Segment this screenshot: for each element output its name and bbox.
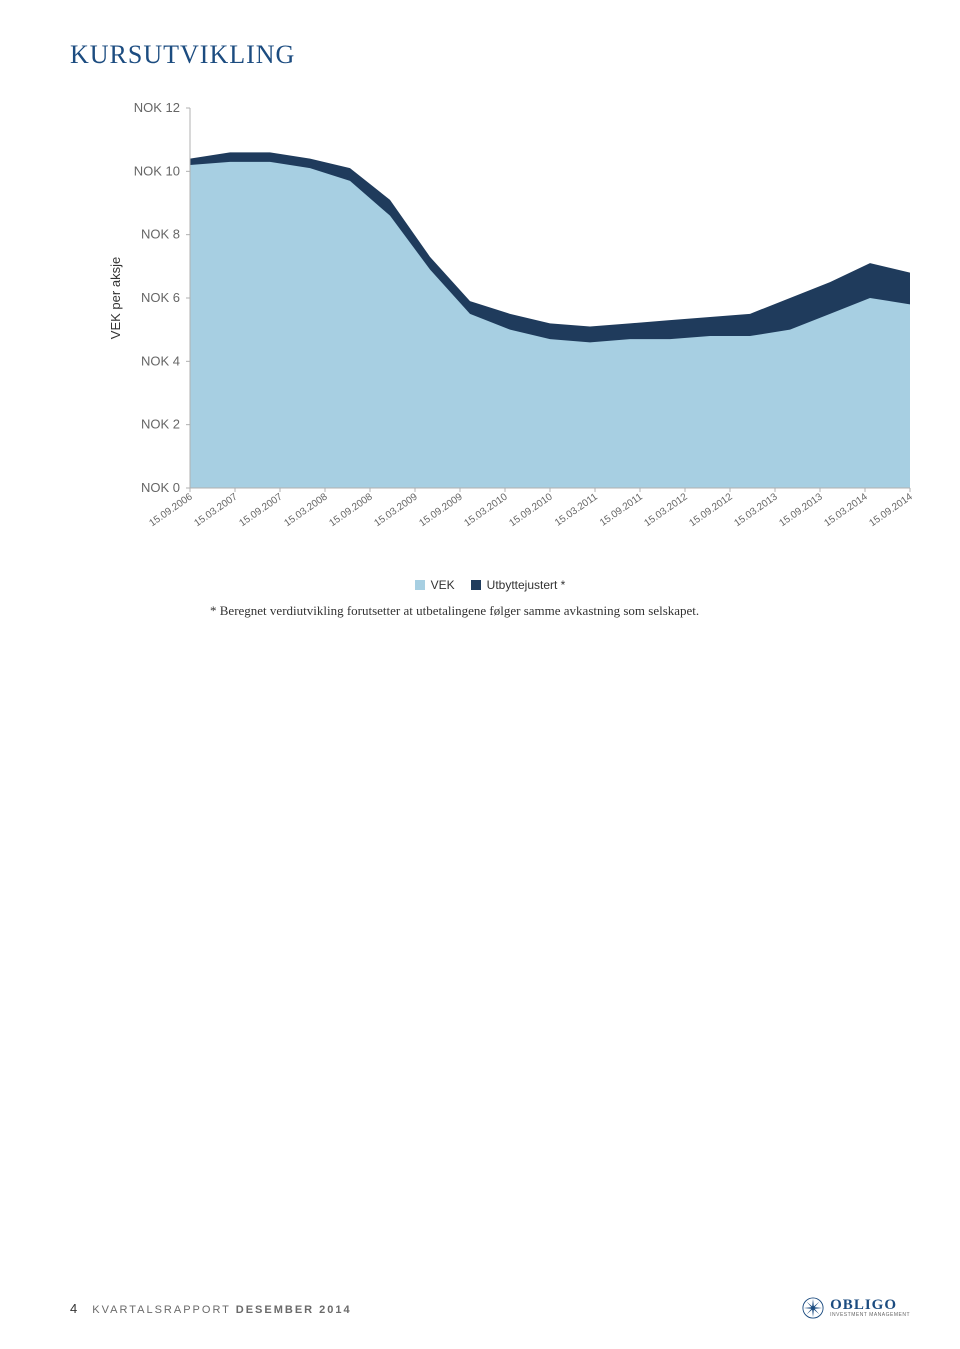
- svg-text:15.09.2006: 15.09.2006: [147, 491, 195, 529]
- logo-star-icon: [802, 1297, 824, 1319]
- logo-sub: INVESTMENT MANAGEMENT: [830, 1313, 910, 1318]
- doc-bold: DESEMBER 2014: [236, 1304, 352, 1316]
- svg-text:15.09.2012: 15.09.2012: [687, 491, 735, 529]
- svg-text:15.09.2010: 15.09.2010: [507, 491, 555, 529]
- svg-text:VEK per aksje: VEK per aksje: [108, 257, 123, 339]
- logo-name: OBLIGO: [830, 1298, 910, 1313]
- svg-text:15.09.2009: 15.09.2009: [417, 491, 465, 529]
- footer-left: 4 KVARTALSRAPPORT DESEMBER 2014: [70, 1301, 352, 1316]
- svg-text:15.09.2011: 15.09.2011: [598, 491, 645, 529]
- svg-text:NOK 4: NOK 4: [141, 353, 180, 368]
- legend-swatch: [415, 580, 425, 590]
- chart-footnote: * Beregnet verdiutvikling forutsetter at…: [210, 603, 910, 619]
- svg-text:15.03.2010: 15.03.2010: [462, 491, 510, 529]
- svg-text:15.09.2014: 15.09.2014: [867, 491, 915, 529]
- doc-label: KVARTALSRAPPORT: [92, 1304, 230, 1316]
- svg-text:NOK 6: NOK 6: [141, 290, 180, 305]
- svg-text:15.03.2009: 15.03.2009: [372, 491, 420, 529]
- legend-item: Utbyttejustert *: [471, 578, 566, 592]
- svg-text:NOK 10: NOK 10: [134, 163, 180, 178]
- svg-text:15.03.2011: 15.03.2011: [553, 491, 600, 529]
- svg-text:15.09.2008: 15.09.2008: [327, 491, 375, 529]
- legend-label: Utbyttejustert *: [487, 578, 566, 592]
- svg-text:15.03.2012: 15.03.2012: [642, 491, 690, 529]
- svg-text:15.03.2014: 15.03.2014: [822, 491, 870, 529]
- legend-label: VEK: [431, 578, 455, 592]
- svg-text:15.09.2013: 15.09.2013: [777, 491, 825, 529]
- svg-text:NOK 12: NOK 12: [134, 100, 180, 115]
- svg-text:15.09.2007: 15.09.2007: [237, 491, 285, 529]
- chart-legend: VEK Utbyttejustert *: [70, 578, 910, 593]
- page-number: 4: [70, 1301, 77, 1316]
- svg-text:NOK 2: NOK 2: [141, 417, 180, 432]
- svg-text:NOK 8: NOK 8: [141, 227, 180, 242]
- svg-text:15.03.2007: 15.03.2007: [192, 491, 240, 529]
- page-title: KURSUTVIKLING: [70, 40, 910, 70]
- svg-text:NOK 0: NOK 0: [141, 480, 180, 495]
- legend-item: VEK: [415, 578, 455, 592]
- obligo-logo: OBLIGO INVESTMENT MANAGEMENT: [802, 1297, 910, 1319]
- legend-swatch: [471, 580, 481, 590]
- svg-text:15.03.2013: 15.03.2013: [732, 491, 780, 529]
- kursutvikling-chart: NOK 0 NOK 2 NOK 4 NOK 6 NOK 8 NOK 10 NOK 12 VEK…: [100, 98, 920, 568]
- svg-text:15.03.2008: 15.03.2008: [282, 491, 330, 529]
- page-footer: 4 KVARTALSRAPPORT DESEMBER 2014 OBLIGO I…: [70, 1297, 910, 1319]
